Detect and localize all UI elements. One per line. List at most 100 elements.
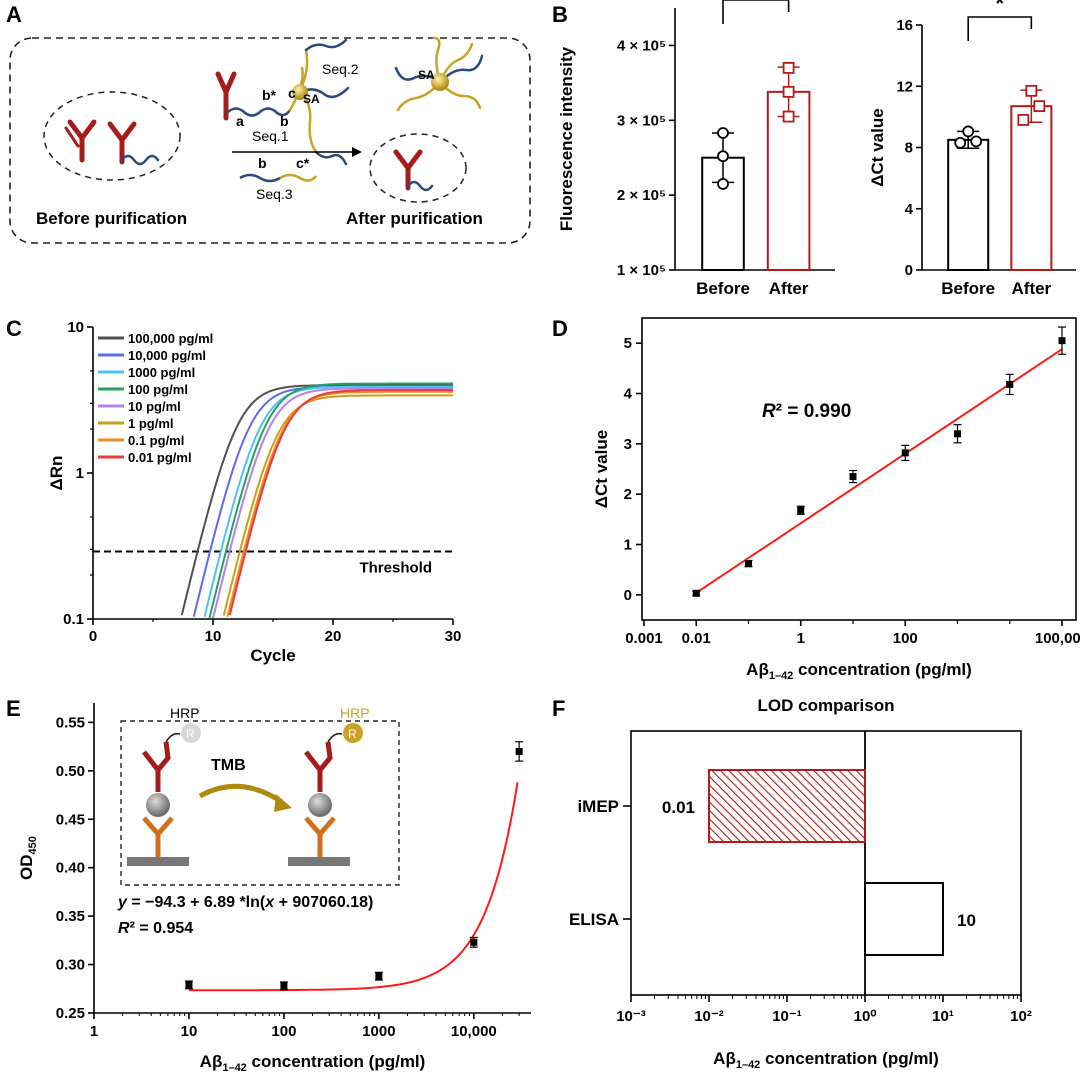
sa-label-after: SA [418, 68, 435, 82]
data-point [782, 61, 795, 74]
x-tick-label: 1 [90, 1023, 98, 1040]
x-tick-label: 10⁰ [854, 1008, 877, 1025]
antigen-left [146, 793, 170, 817]
curve-1-pg-ml [222, 394, 453, 616]
r-squared-annotation: R² = 0.954 [118, 920, 193, 937]
y-tick-label: 4 [905, 201, 914, 218]
seq2-label: Seq.2 [322, 61, 359, 77]
tmb-label: TMB [211, 757, 246, 774]
x-tick-label: 100 [893, 630, 918, 647]
data-point [1006, 380, 1014, 388]
detection-antibody-right [304, 741, 333, 792]
y-tick-label: 0.55 [56, 714, 85, 731]
data-point [1025, 84, 1038, 97]
schematic-purification: SA Seq.2 b* c a b Seq.1 b c* Seq.3 SA Be… [9, 36, 531, 244]
before-purification-label: Before purification [36, 209, 187, 228]
strand-b-label: b [280, 113, 289, 129]
data-point [375, 972, 383, 980]
significance-bracket [967, 16, 1033, 41]
data-point [515, 747, 523, 755]
panel-label-d: D [552, 316, 568, 341]
bar-before [947, 138, 990, 271]
sa-label: SA [303, 92, 320, 106]
data-point [280, 982, 288, 990]
chart-d-calibration: 0.001 0.01 1 100 100,000 0 1 2 3 4 5 Aβ1–42 concent… [592, 317, 1080, 682]
y-tick-label: 10 [67, 319, 84, 336]
curve-0-1-pg-ml [226, 390, 453, 618]
data-point [185, 981, 193, 989]
y-tick-label: 0.25 [56, 1005, 85, 1022]
y-tick-label: 0.50 [56, 763, 85, 780]
y-axis-label: OD450 [17, 836, 39, 880]
chart-f-lod: LOD comparison 10⁻³ 10⁻² 10⁻¹ 10⁰ 10¹ 10² Aβ1–4… [569, 696, 1032, 1071]
capture-antibody-left [142, 816, 174, 857]
data-point [962, 125, 975, 138]
r-squared-annotation: R² = 0.990 [762, 401, 851, 422]
sa-removed-complex-icon [394, 36, 484, 112]
data-point [1033, 100, 1046, 113]
antibody-dna-conjugate-icon [107, 121, 160, 166]
sa-dna-complex-icon [292, 38, 350, 166]
x-tick-label: 1 [797, 630, 805, 647]
legend-label: 1 pg/ml [128, 416, 174, 431]
seq3-strand-blue [239, 173, 281, 183]
value-label: 0.01 [662, 798, 695, 817]
strand-a-label: a [236, 113, 244, 129]
data-point [470, 938, 478, 946]
curve-1000-pg-ml [203, 385, 453, 617]
data-point [782, 110, 795, 123]
y-axis-label: ΔCt value [592, 430, 611, 508]
significance-bracket [722, 0, 790, 24]
bar-before [701, 156, 745, 271]
data-point [1017, 114, 1030, 126]
capture-antibody-right [304, 816, 336, 857]
antibody-icon [64, 119, 97, 163]
panel-label-f: F [552, 696, 565, 721]
y-tick-label: 0.40 [56, 860, 85, 877]
x-tick-label: After [769, 279, 809, 298]
value-label: 10 [957, 911, 976, 930]
tmb-arrowhead [274, 794, 292, 812]
y-axis-label: ΔRn [47, 456, 66, 491]
elisa-inset-schematic: R HRP TMB R HRP [120, 705, 400, 886]
y-axis-label: Fluorescence intensity [557, 46, 576, 231]
legend-label: 0.1 pg/ml [128, 433, 184, 448]
y-tick-label: 4 × 10⁵ [617, 37, 666, 54]
significance-mark: * [995, 0, 1004, 16]
y-tick-label: 0.35 [56, 908, 85, 925]
x-tick-label: 10⁻¹ [772, 1008, 802, 1025]
bar-imep [708, 769, 866, 843]
x-tick-label: 10,000 [451, 1023, 497, 1040]
x-axis-label: Cycle [250, 646, 295, 665]
x-tick-label: 10⁻³ [616, 1008, 646, 1025]
y-tick-label: 5 [624, 335, 632, 352]
legend-label: 0.01 pg/ml [128, 450, 192, 465]
data-point [1058, 337, 1066, 345]
plot-frame [630, 730, 1022, 996]
x-tick-label: 10¹ [932, 1008, 954, 1025]
legend-label: 100 pg/ml [128, 382, 188, 397]
data-point [954, 137, 967, 149]
strand-b-seq3-label: b [258, 155, 267, 171]
strand-c-star-label: c* [296, 155, 310, 171]
y-tick-label: iMEP [577, 797, 619, 816]
x-tick-label: 100,000 [1035, 630, 1080, 647]
after-sample-ellipse [369, 133, 467, 203]
y-tick-label: 2 [624, 486, 632, 503]
x-axis-label: Aβ1–42 concentration (pg/ml) [746, 660, 972, 682]
x-tick-label: After [1012, 279, 1052, 298]
data-point [901, 449, 909, 457]
data-point [954, 430, 961, 438]
x-tick-label: 0.01 [682, 630, 711, 647]
y-tick-label: 16 [896, 17, 913, 34]
data-point [717, 178, 729, 190]
before-sample-ellipse [43, 91, 181, 181]
y-tick-label: ELISA [569, 910, 619, 929]
x-axis-label: Aβ1–42 concentration (pg/ml) [200, 1052, 426, 1074]
curve-0-01-pg-ml [228, 389, 453, 616]
reaction-arrowhead [352, 147, 362, 157]
data-point [970, 135, 983, 148]
antigen-right [308, 793, 332, 817]
